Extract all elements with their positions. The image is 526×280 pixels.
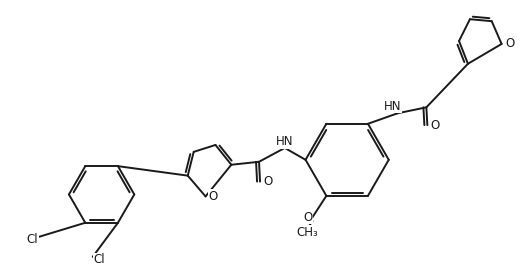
Text: O: O: [209, 190, 218, 203]
Text: O: O: [505, 38, 514, 50]
Text: HN: HN: [384, 100, 401, 113]
Text: O: O: [264, 175, 272, 188]
Text: O: O: [431, 119, 440, 132]
Text: Cl: Cl: [26, 234, 38, 246]
Text: O: O: [303, 211, 312, 224]
Text: Cl: Cl: [94, 253, 105, 266]
Text: CH₃: CH₃: [297, 226, 318, 239]
Text: HN: HN: [276, 136, 294, 148]
